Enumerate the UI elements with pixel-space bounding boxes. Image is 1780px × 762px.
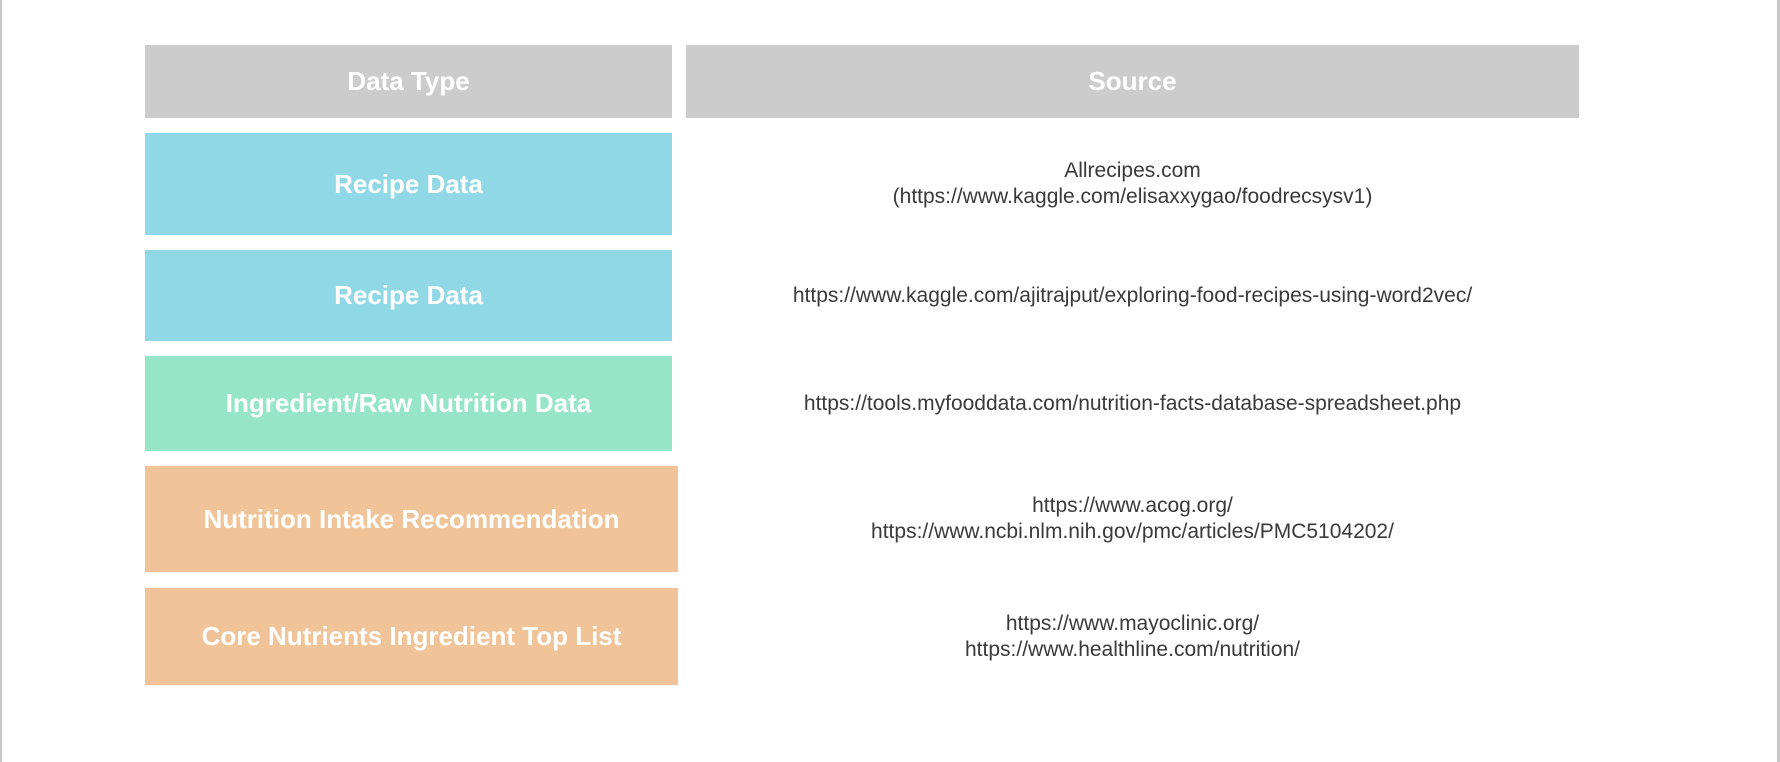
header-data-type: Data Type (145, 45, 672, 118)
source-line: https://www.ncbi.nlm.nih.gov/pmc/article… (871, 520, 1394, 543)
row-3-data-type: Nutrition Intake Recommendation (145, 466, 678, 572)
header-source: Source (686, 45, 1579, 118)
source-line: https://www.healthline.com/nutrition/ (965, 637, 1300, 661)
row-2-data-type: Ingredient/Raw Nutrition Data (145, 356, 672, 451)
source-line: https://www.kaggle.com/ajitrajput/explor… (792, 283, 1473, 307)
source-line: https://tools.myfooddata.com/nutrition-f… (803, 391, 1462, 415)
right-border (1777, 0, 1780, 762)
row-2-source: https://tools.myfooddata.com/nutrition-f… (686, 356, 1579, 451)
source-line: (https://www.kaggle.com/elisaxxygao/food… (892, 185, 1373, 208)
row-1-source: https://www.kaggle.com/ajitrajput/explor… (686, 250, 1579, 341)
row-1-data-type: Recipe Data (145, 250, 672, 341)
row-0-data-type: Recipe Data (145, 133, 672, 235)
row-4-source: https://www.mayoclinic.org/ https://www.… (686, 588, 1579, 685)
source-line: https://www.acog.org/ (1032, 494, 1233, 517)
row-4-data-type: Core Nutrients Ingredient Top List (145, 588, 678, 685)
source-line: https://www.mayoclinic.org/ (1005, 611, 1260, 635)
row-3-source: https://www.acog.org/ https://www.ncbi.n… (686, 466, 1579, 572)
row-0-source: Allrecipes.com (https://www.kaggle.com/e… (686, 133, 1579, 235)
source-line: Allrecipes.com (1064, 159, 1201, 182)
left-border (0, 0, 2, 762)
